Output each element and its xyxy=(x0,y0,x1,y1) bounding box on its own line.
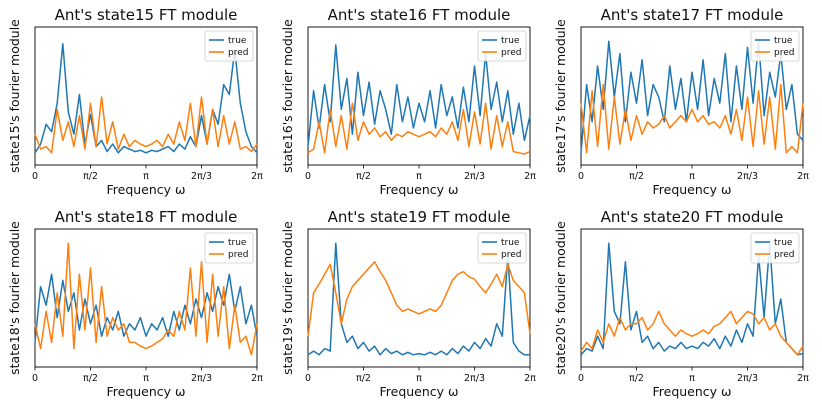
series-line-pred xyxy=(307,102,531,155)
legend-label-pred: pred xyxy=(501,48,521,58)
x-tick-label: π xyxy=(689,373,695,384)
x-tick-label: 0 xyxy=(305,171,311,182)
x-tick-label: 0 xyxy=(32,373,38,384)
series-line-true xyxy=(307,44,531,147)
x-axis-label: Frequency ω xyxy=(106,384,185,399)
chart-title: Ant's state17 FT module xyxy=(601,6,784,24)
legend-label-pred: pred xyxy=(774,48,794,58)
subplot-6: Ant's state20 FT module Frequency ω state2… xyxy=(553,208,809,399)
legend-label-true: true xyxy=(501,238,520,248)
x-tick-label: 2π xyxy=(251,171,263,182)
x-axis-label: Frequency ω xyxy=(652,182,731,197)
x-axis-label: Frequency ω xyxy=(379,384,458,399)
series-line-true xyxy=(307,242,530,356)
series-line-pred xyxy=(34,242,258,356)
chart-title: Ant's state15 FT module xyxy=(55,6,238,24)
x-tick-label: 0 xyxy=(32,171,38,182)
subplot-1: Ant's state15 FT module Frequency ω state1… xyxy=(7,6,263,197)
legend-label-true: true xyxy=(774,36,793,46)
x-tick-label: π xyxy=(143,373,149,384)
x-tick-label: 2π xyxy=(251,373,263,384)
y-axis-label: state19's fourier module xyxy=(280,221,295,375)
x-tick-label: 2π/3 xyxy=(191,373,212,384)
series-line-true xyxy=(34,42,258,154)
legend-label-true: true xyxy=(501,36,520,46)
x-tick-label: π/2 xyxy=(356,373,371,384)
x-tick-label: 0 xyxy=(578,171,584,182)
x-tick-label: π xyxy=(416,171,422,182)
x-axis-label: Frequency ω xyxy=(652,384,731,399)
series-line-pred xyxy=(307,261,531,337)
subplot-2: Ant's state16 FT module Frequency ω state1… xyxy=(280,6,536,197)
legend-label-pred: pred xyxy=(774,250,794,260)
y-axis-label: state20's fourier module xyxy=(553,221,568,375)
subplot-5: Ant's state19 FT module Frequency ω state1… xyxy=(280,208,536,399)
series-line-pred xyxy=(580,310,804,356)
x-tick-label: 0 xyxy=(578,373,584,384)
legend-box xyxy=(477,30,527,62)
chart-title: Ant's state18 FT module xyxy=(55,208,238,226)
legend-label-pred: pred xyxy=(501,250,521,260)
x-tick-label: π/2 xyxy=(629,373,644,384)
legend-box xyxy=(477,232,527,264)
y-axis-label: state16's fourier module xyxy=(280,19,295,173)
legend-label-true: true xyxy=(228,238,247,248)
x-tick-label: π xyxy=(416,373,422,384)
legend-box xyxy=(750,30,800,62)
x-tick-label: π xyxy=(689,171,695,182)
legend-box xyxy=(750,232,800,264)
x-tick-label: π/2 xyxy=(83,171,98,182)
legend-label-true: true xyxy=(774,238,793,248)
x-axis-label: Frequency ω xyxy=(106,182,185,197)
legend-box xyxy=(204,232,254,264)
x-tick-label: π/2 xyxy=(356,171,371,182)
y-axis-label: state18's fourier module xyxy=(7,221,22,375)
x-tick-label: 2π/3 xyxy=(737,171,758,182)
x-tick-label: π/2 xyxy=(629,171,644,182)
subplot-3: Ant's state17 FT module Frequency ω state1… xyxy=(553,6,809,197)
series-line-pred xyxy=(34,96,258,154)
x-tick-label: π xyxy=(143,171,149,182)
series-line-true xyxy=(580,242,804,356)
x-tick-label: π/2 xyxy=(83,373,98,384)
x-tick-label: 2π/3 xyxy=(464,373,485,384)
series-line-pred xyxy=(580,83,804,154)
subplot-4: Ant's state18 FT module Frequency ω state1… xyxy=(7,208,263,399)
x-tick-label: 2π xyxy=(797,373,809,384)
x-tick-label: 2π/3 xyxy=(464,171,485,182)
x-axis-label: Frequency ω xyxy=(379,182,458,197)
series-line-true xyxy=(580,40,804,153)
chart-title: Ant's state20 FT module xyxy=(601,208,784,226)
x-tick-label: 2π/3 xyxy=(191,171,212,182)
x-tick-label: 2π/3 xyxy=(737,373,758,384)
x-tick-label: 2π xyxy=(524,373,536,384)
x-tick-label: 0 xyxy=(305,373,311,384)
chart-title: Ant's state16 FT module xyxy=(328,6,511,24)
legend-label-pred: pred xyxy=(228,250,248,260)
y-axis-label: state15's fourier module xyxy=(7,19,22,173)
series-line-true xyxy=(34,273,258,343)
x-tick-label: 2π xyxy=(524,171,536,182)
x-tick-label: 2π xyxy=(797,171,809,182)
y-axis-label: state17's fourier module xyxy=(553,19,568,173)
chart-title: Ant's state19 FT module xyxy=(328,208,511,226)
legend-label-pred: pred xyxy=(228,48,248,58)
legend-label-true: true xyxy=(228,36,247,46)
legend-box xyxy=(204,30,254,62)
